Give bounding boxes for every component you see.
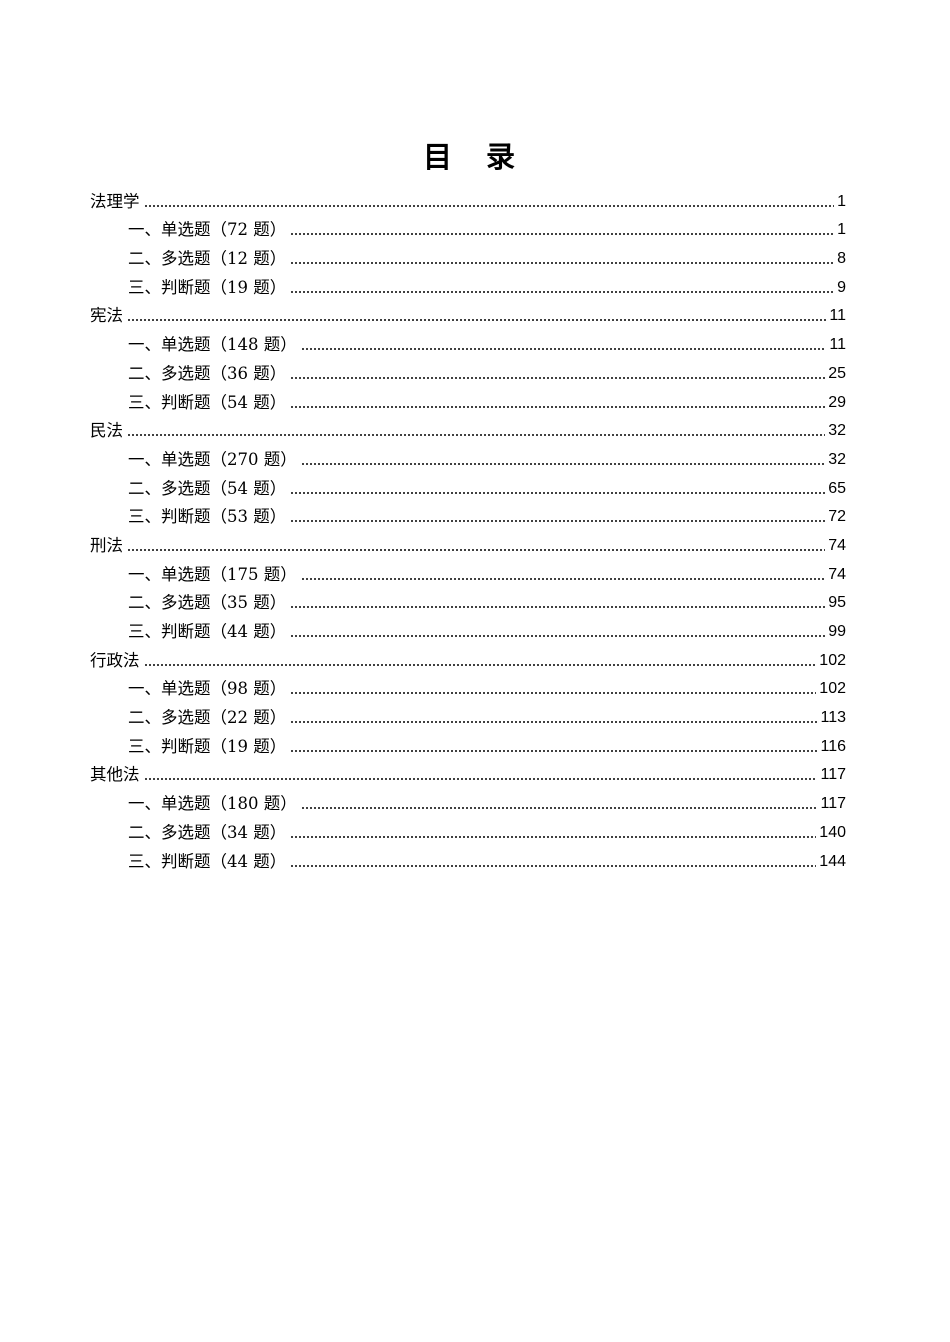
toc-page-number: 11	[829, 307, 846, 325]
toc-section-entry[interactable]: 一、单选题（175 题） 74	[90, 557, 846, 586]
toc-section-entry[interactable]: 一、单选题（72 题） 1	[90, 213, 846, 242]
toc-page-number: 74	[828, 565, 846, 583]
dot-leader	[290, 233, 835, 236]
toc-page-number: 144	[819, 852, 846, 870]
toc-section-entry[interactable]: 二、多选题（12 题） 8	[90, 241, 846, 270]
dot-leader	[290, 749, 818, 752]
dot-leader	[290, 635, 826, 637]
toc-section-entry[interactable]: 二、多选题（22 题） 113	[90, 700, 846, 729]
toc-entry-label: 三、判断题（19 题）	[128, 736, 287, 756]
dot-leader	[290, 606, 826, 609]
toc-page-number: 65	[828, 479, 846, 497]
toc-section-entry[interactable]: 三、判断题（54 题） 29	[90, 385, 846, 414]
toc-entry-label: 一、单选题（98 题）	[128, 679, 287, 699]
dot-leader	[143, 204, 835, 207]
toc-page-number: 1	[837, 192, 846, 210]
toc-page-number: 8	[837, 250, 846, 268]
toc-entry-label: 二、多选题（34 题）	[128, 822, 287, 842]
toc-chapter-entry[interactable]: 行政法 102	[90, 643, 846, 672]
toc-section-entry[interactable]: 三、判断题（44 题） 144	[90, 844, 846, 873]
toc-entry-label: 法理学	[90, 191, 140, 211]
dot-leader	[300, 807, 818, 810]
table-of-contents: 法理学 1 一、单选题（72 题） 1 二、多选题（12 题） 8 三、判断题（19 题） 9…	[90, 184, 846, 873]
toc-section-entry[interactable]: 二、多选题（34 题） 140	[90, 815, 846, 844]
toc-page-number: 102	[819, 680, 846, 698]
dot-leader	[290, 692, 817, 695]
dot-leader	[143, 663, 817, 666]
toc-section-entry[interactable]: 一、单选题（270 题） 32	[90, 442, 846, 471]
toc-entry-label: 三、判断题（54 题）	[128, 392, 287, 412]
toc-page-number: 113	[820, 709, 846, 727]
toc-chapter-entry[interactable]: 刑法 74	[90, 528, 846, 557]
toc-section-entry[interactable]: 二、多选题（35 题） 95	[90, 586, 846, 615]
toc-page-number: 117	[820, 795, 846, 813]
dot-leader	[290, 405, 826, 408]
toc-page-number: 9	[837, 278, 846, 296]
toc-entry-label: 一、单选题（72 题）	[128, 220, 287, 240]
toc-entry-label: 二、多选题（12 题）	[128, 249, 287, 269]
dot-leader	[290, 721, 818, 724]
toc-section-entry[interactable]: 三、判断题（19 题） 116	[90, 729, 846, 758]
toc-section-entry[interactable]: 三、判断题（19 题） 9	[90, 270, 846, 299]
toc-page-number: 32	[828, 450, 846, 468]
toc-page-number: 95	[828, 594, 846, 612]
toc-section-entry[interactable]: 一、单选题（148 题） 11	[90, 327, 846, 356]
dot-leader	[290, 376, 826, 379]
toc-page-number: 117	[820, 766, 846, 784]
toc-section-entry[interactable]: 二、多选题（54 题） 65	[90, 471, 846, 500]
toc-chapter-entry[interactable]: 宪法 11	[90, 299, 846, 328]
toc-entry-label: 刑法	[90, 535, 123, 555]
toc-chapter-entry[interactable]: 民法 32	[90, 414, 846, 443]
toc-entry-label: 二、多选题（54 题）	[128, 478, 287, 498]
dot-leader	[290, 864, 817, 867]
toc-section-entry[interactable]: 一、单选题（180 题） 117	[90, 786, 846, 815]
toc-entry-label: 三、判断题（19 题）	[128, 277, 287, 297]
dot-leader	[300, 577, 826, 580]
toc-page-number: 140	[819, 823, 846, 841]
toc-entry-label: 其他法	[90, 765, 140, 785]
toc-page-number: 11	[829, 336, 846, 354]
toc-page-number: 32	[828, 422, 846, 440]
dot-leader	[290, 835, 817, 838]
dot-leader	[290, 520, 826, 523]
dot-leader	[290, 491, 826, 494]
dot-leader	[127, 434, 826, 437]
toc-entry-label: 二、多选题（35 题）	[128, 593, 287, 613]
toc-section-entry[interactable]: 二、多选题（36 题） 25	[90, 356, 846, 385]
toc-entry-label: 宪法	[90, 306, 123, 326]
toc-entry-label: 民法	[90, 421, 123, 441]
toc-entry-label: 一、单选题（175 题）	[128, 564, 297, 584]
toc-page-number: 29	[828, 393, 846, 411]
dot-leader	[143, 778, 818, 781]
page-title: 目 录	[422, 140, 528, 174]
toc-entry-label: 三、判断题（44 题）	[128, 622, 287, 641]
dot-leader	[290, 290, 835, 293]
toc-entry-label: 一、单选题（148 题）	[128, 335, 297, 355]
toc-page-number: 102	[819, 651, 846, 669]
dot-leader	[127, 319, 827, 322]
toc-page-number: 116	[820, 737, 846, 755]
toc-page-number: 25	[828, 364, 846, 382]
toc-page-number: 99	[828, 623, 846, 640]
toc-page-number: 74	[828, 536, 846, 554]
toc-entry-label: 三、判断题（44 题）	[128, 851, 287, 871]
toc-section-entry[interactable]: 三、判断题（44 题） 99	[90, 614, 846, 643]
toc-chapter-entry[interactable]: 其他法 117	[90, 758, 846, 787]
toc-entry-label: 行政法	[90, 650, 140, 670]
dot-leader	[300, 462, 826, 465]
toc-chapter-entry[interactable]: 法理学 1	[90, 184, 846, 213]
toc-page-number: 72	[828, 508, 846, 526]
dot-leader	[290, 262, 835, 265]
toc-entry-label: 一、单选题（270 题）	[128, 449, 297, 469]
dot-leader	[300, 348, 827, 351]
toc-page-number: 1	[837, 221, 846, 239]
toc-entry-label: 二、多选题（22 题）	[128, 708, 287, 728]
toc-entry-label: 一、单选题（180 题）	[128, 794, 297, 814]
toc-entry-label: 二、多选题（36 题）	[128, 363, 287, 383]
toc-entry-label: 三、判断题（53 题）	[128, 507, 287, 527]
dot-leader	[127, 548, 826, 551]
toc-section-entry[interactable]: 一、单选题（98 题） 102	[90, 672, 846, 701]
toc-section-entry[interactable]: 三、判断题（53 题） 72	[90, 500, 846, 529]
